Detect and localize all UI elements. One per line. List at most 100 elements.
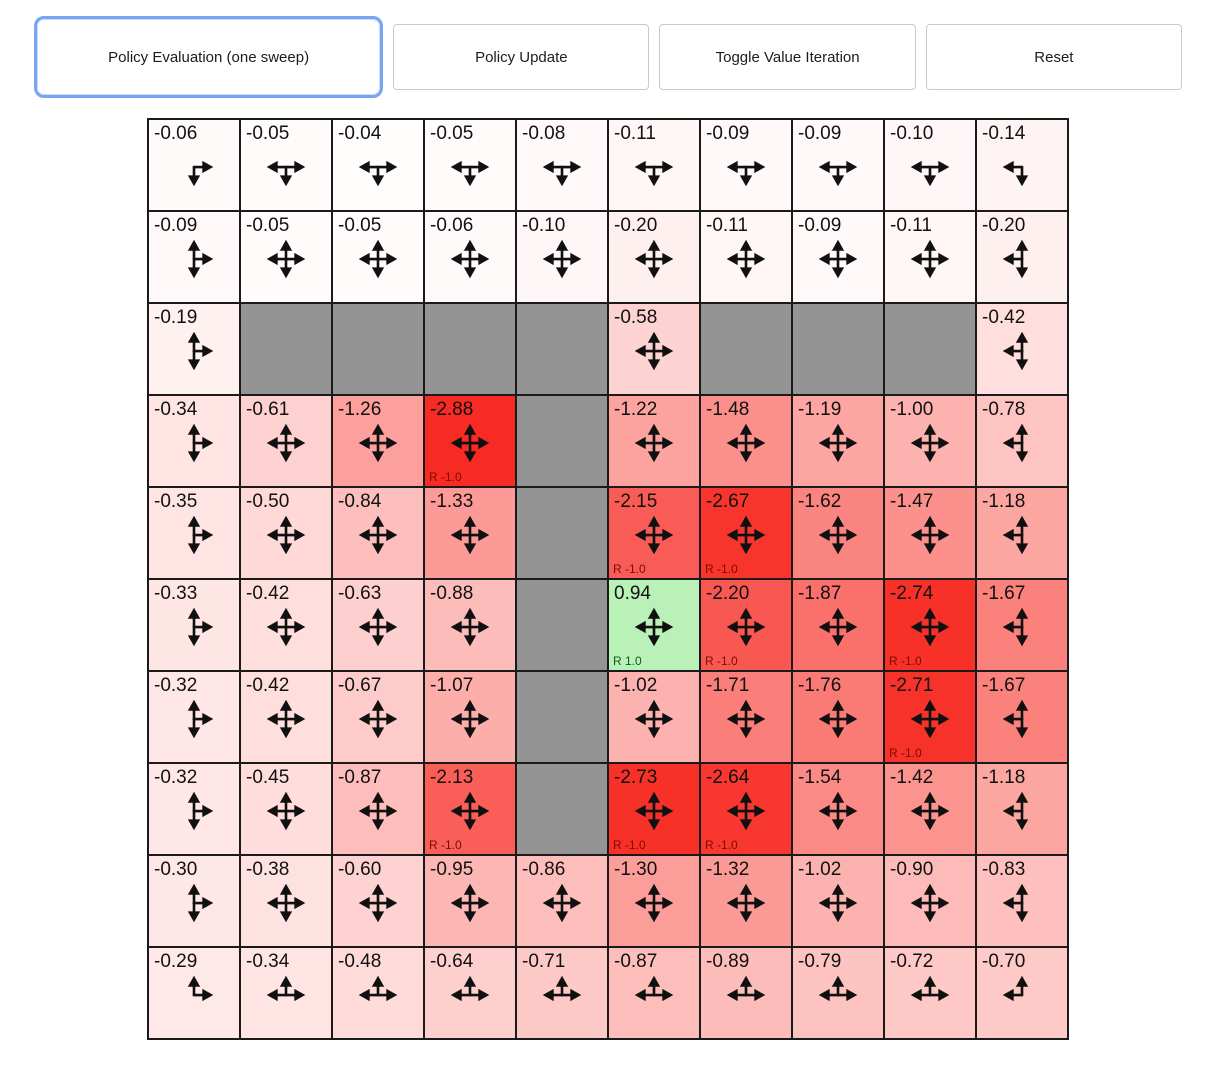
toggle-value-iteration-button[interactable]: Toggle Value Iteration xyxy=(659,24,916,90)
grid-cell[interactable]: -0.61 xyxy=(240,395,332,487)
grid-cell[interactable]: -1.54 xyxy=(792,763,884,855)
grid-cell[interactable]: -1.32 xyxy=(700,855,792,947)
grid-cell[interactable]: -1.87 xyxy=(792,579,884,671)
grid-cell[interactable]: -0.14 xyxy=(976,119,1068,211)
grid-cell[interactable]: -0.05 xyxy=(240,211,332,303)
grid-cell[interactable]: -0.38 xyxy=(240,855,332,947)
grid-cell[interactable]: -1.62 xyxy=(792,487,884,579)
grid-cell[interactable]: -0.29 xyxy=(148,947,240,1039)
grid-cell[interactable]: -0.70 xyxy=(976,947,1068,1039)
grid-cell[interactable]: 0.94 R 1.0 xyxy=(608,579,700,671)
grid-cell[interactable]: -0.42 xyxy=(240,579,332,671)
policy-evaluation-button[interactable]: Policy Evaluation (one sweep) xyxy=(34,16,384,98)
grid-cell[interactable]: -0.84 xyxy=(332,487,424,579)
grid-cell[interactable]: -0.95 xyxy=(424,855,516,947)
grid-cell[interactable]: -0.19 xyxy=(148,303,240,395)
grid-cell[interactable]: -0.20 xyxy=(976,211,1068,303)
grid-cell[interactable]: -0.05 xyxy=(332,211,424,303)
grid-cell[interactable]: -0.42 xyxy=(976,303,1068,395)
grid-cell[interactable]: -2.73 R -1.0 xyxy=(608,763,700,855)
grid-cell[interactable]: -0.79 xyxy=(792,947,884,1039)
reset-button[interactable]: Reset xyxy=(925,24,1182,90)
grid-cell[interactable]: -0.90 xyxy=(884,855,976,947)
grid-cell[interactable]: -2.88 R -1.0 xyxy=(424,395,516,487)
grid-cell[interactable]: -0.83 xyxy=(976,855,1068,947)
grid-cell[interactable]: -0.88 xyxy=(424,579,516,671)
grid-cell[interactable]: -1.07 xyxy=(424,671,516,763)
grid-cell[interactable]: -0.42 xyxy=(240,671,332,763)
grid-cell[interactable]: -1.67 xyxy=(976,579,1068,671)
grid-cell[interactable]: -1.42 xyxy=(884,763,976,855)
grid-cell[interactable]: -0.06 xyxy=(148,119,240,211)
grid-cell[interactable]: -0.09 xyxy=(792,211,884,303)
grid-cell[interactable]: -0.05 xyxy=(424,119,516,211)
grid-cell[interactable]: -0.11 xyxy=(700,211,792,303)
grid-cell[interactable]: -0.78 xyxy=(976,395,1068,487)
policy-arrows-icon xyxy=(449,882,491,924)
grid-cell[interactable]: -1.76 xyxy=(792,671,884,763)
grid-cell[interactable]: -0.20 xyxy=(608,211,700,303)
grid-cell[interactable]: -0.45 xyxy=(240,763,332,855)
grid-cell[interactable]: -0.86 xyxy=(516,855,608,947)
grid-cell[interactable]: -0.63 xyxy=(332,579,424,671)
grid-cell[interactable]: -0.32 xyxy=(148,763,240,855)
cell-value: -1.18 xyxy=(982,767,1026,788)
grid-cell[interactable]: -1.67 xyxy=(976,671,1068,763)
grid-cell[interactable]: -0.09 xyxy=(792,119,884,211)
cell-value: -0.89 xyxy=(706,951,750,972)
grid-cell[interactable]: -0.72 xyxy=(884,947,976,1039)
grid-cell[interactable]: -1.02 xyxy=(608,671,700,763)
grid-cell[interactable]: -1.30 xyxy=(608,855,700,947)
grid-cell[interactable]: -1.18 xyxy=(976,487,1068,579)
grid-cell[interactable]: -0.09 xyxy=(148,211,240,303)
grid-cell[interactable]: -0.10 xyxy=(884,119,976,211)
grid-cell[interactable]: -0.50 xyxy=(240,487,332,579)
grid-cell[interactable]: -0.10 xyxy=(516,211,608,303)
grid-cell[interactable]: -0.34 xyxy=(240,947,332,1039)
grid-cell[interactable]: -1.26 xyxy=(332,395,424,487)
grid-cell[interactable]: -2.74 R -1.0 xyxy=(884,579,976,671)
policy-arrows-icon xyxy=(541,882,583,924)
grid-cell[interactable]: -2.71 R -1.0 xyxy=(884,671,976,763)
grid-cell[interactable]: -2.15 R -1.0 xyxy=(608,487,700,579)
grid-cell[interactable]: -0.32 xyxy=(148,671,240,763)
grid-cell[interactable]: -1.02 xyxy=(792,855,884,947)
grid-cell[interactable]: -0.58 xyxy=(608,303,700,395)
grid-cell[interactable]: -2.67 R -1.0 xyxy=(700,487,792,579)
grid-cell[interactable]: -0.33 xyxy=(148,579,240,671)
grid-cell[interactable]: -0.89 xyxy=(700,947,792,1039)
cell-value: -0.05 xyxy=(246,123,290,144)
grid-cell[interactable]: -1.19 xyxy=(792,395,884,487)
grid-cell[interactable]: -0.67 xyxy=(332,671,424,763)
grid-cell[interactable]: -0.48 xyxy=(332,947,424,1039)
policy-update-button[interactable]: Policy Update xyxy=(393,24,650,90)
grid-cell[interactable]: -0.30 xyxy=(148,855,240,947)
grid-cell[interactable]: -1.71 xyxy=(700,671,792,763)
grid-cell[interactable]: -1.47 xyxy=(884,487,976,579)
toolbar: Policy Evaluation (one sweep) Policy Upda… xyxy=(0,0,1216,98)
grid-cell[interactable]: -1.48 xyxy=(700,395,792,487)
grid-cell[interactable]: -0.60 xyxy=(332,855,424,947)
grid-cell[interactable]: -0.71 xyxy=(516,947,608,1039)
grid-cell[interactable]: -0.87 xyxy=(608,947,700,1039)
grid-cell[interactable]: -0.06 xyxy=(424,211,516,303)
grid-cell[interactable]: -0.35 xyxy=(148,487,240,579)
grid-cell[interactable]: -0.11 xyxy=(884,211,976,303)
grid-cell[interactable]: -0.09 xyxy=(700,119,792,211)
grid-cell[interactable]: -0.04 xyxy=(332,119,424,211)
grid-cell[interactable]: -2.64 R -1.0 xyxy=(700,763,792,855)
grid-cell[interactable]: -2.13 R -1.0 xyxy=(424,763,516,855)
grid-cell[interactable]: -0.64 xyxy=(424,947,516,1039)
grid-cell[interactable]: -0.34 xyxy=(148,395,240,487)
grid-cell[interactable]: -0.11 xyxy=(608,119,700,211)
grid-cell[interactable]: -1.00 xyxy=(884,395,976,487)
grid-cell[interactable]: -0.08 xyxy=(516,119,608,211)
grid-cell[interactable]: -0.05 xyxy=(240,119,332,211)
grid-cell[interactable]: -1.18 xyxy=(976,763,1068,855)
grid-cell[interactable]: -0.87 xyxy=(332,763,424,855)
policy-arrows-icon xyxy=(909,606,951,648)
policy-arrows-icon xyxy=(725,790,767,832)
grid-cell[interactable]: -2.20 R -1.0 xyxy=(700,579,792,671)
grid-cell[interactable]: -1.33 xyxy=(424,487,516,579)
grid-cell[interactable]: -1.22 xyxy=(608,395,700,487)
